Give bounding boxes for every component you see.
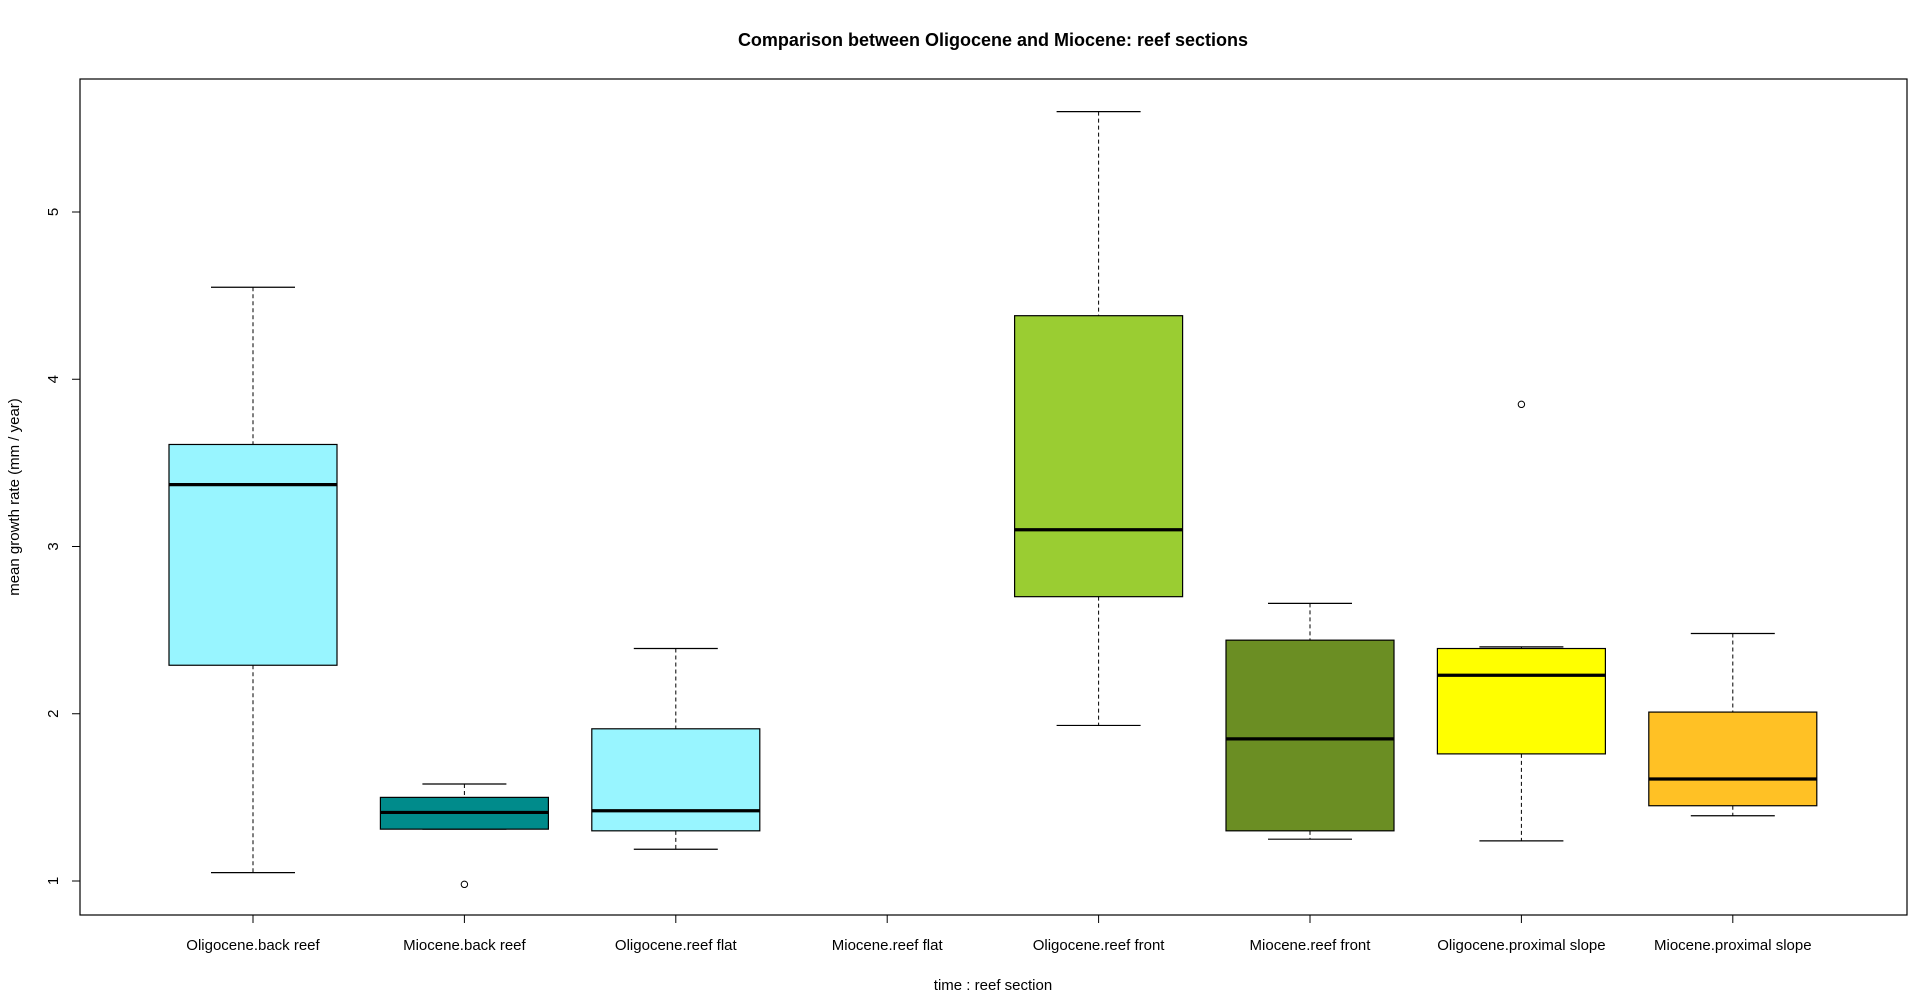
x-tick-label: Oligocene.reef flat	[615, 937, 738, 954]
y-tick-label: 1	[45, 877, 62, 885]
outlier-point	[460, 880, 469, 889]
box-iqr	[1648, 711, 1818, 807]
box-iqr	[1013, 315, 1184, 598]
x-axis-label: time : reef section	[934, 977, 1052, 994]
box-3	[591, 647, 761, 850]
plot-frame	[79, 78, 1908, 916]
box-2	[379, 783, 549, 889]
x-tick-label: Miocene.back reef	[403, 937, 526, 954]
y-tick-label: 3	[45, 542, 62, 550]
box-iqr	[1436, 647, 1607, 755]
x-tick-label: Oligocene.back reef	[186, 937, 320, 954]
box-8	[1648, 632, 1818, 817]
y-tick-label: 4	[45, 375, 62, 383]
outlier-point	[1517, 400, 1526, 409]
x-tick-label: Miocene.reef front	[1250, 937, 1372, 954]
chart-title: Comparison between Oligocene and Miocene…	[738, 30, 1248, 50]
box-6	[1225, 602, 1395, 840]
box-5	[1013, 111, 1184, 727]
box-iqr	[591, 728, 761, 832]
x-axis: Oligocene.back reef Miocene.back reef Olig…	[186, 914, 1812, 954]
box-iqr	[168, 443, 338, 666]
y-axis-label: mean growth rate (mm / year)	[6, 398, 23, 596]
box-iqr	[1225, 639, 1395, 832]
boxes-group	[168, 111, 1818, 889]
y-tick-label: 2	[45, 710, 62, 718]
y-axis: 1 2 3 4 5	[45, 208, 81, 885]
x-tick-label: Miocene.reef flat	[832, 937, 944, 954]
y-tick-label: 5	[45, 208, 62, 216]
box-1	[168, 286, 338, 874]
x-tick-label: Oligocene.reef front	[1033, 937, 1166, 954]
box-7	[1436, 400, 1607, 842]
x-tick-label: Oligocene.proximal slope	[1437, 937, 1605, 954]
x-tick-label: Miocene.proximal slope	[1654, 937, 1812, 954]
